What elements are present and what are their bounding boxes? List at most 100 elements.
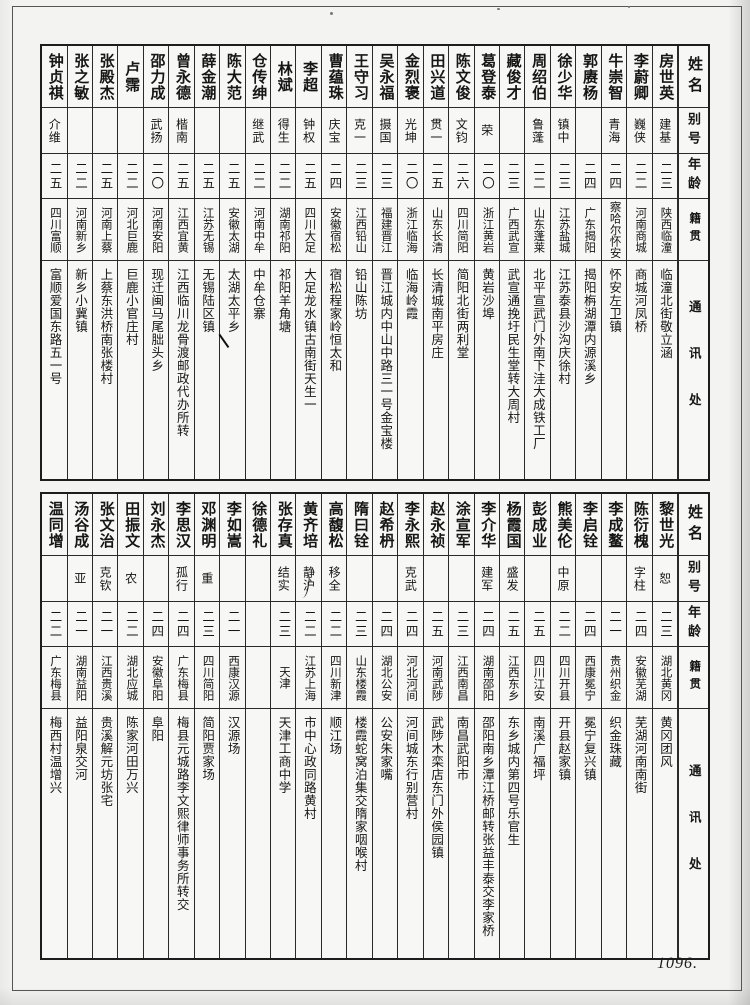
entry-origin-cell: 湖北黄冈 bbox=[652, 647, 677, 709]
entry-origin-cell: 西康冕宁 bbox=[576, 647, 601, 709]
entry-age: 二五 bbox=[301, 161, 316, 191]
entry-address: 晋江城内中山中路三一号金宝楼 bbox=[378, 268, 393, 450]
entry-column: 熊美伦 中原 二二 四川开县 开县赵家镇 bbox=[550, 494, 577, 958]
entry-address-cell: 临潼北街敬立涵 bbox=[653, 261, 677, 479]
entry-age: 二一 bbox=[225, 609, 240, 639]
entry-age-cell bbox=[245, 602, 270, 647]
entry-name-cell: 涂宣军 bbox=[449, 494, 474, 556]
entry-name: 陈文俊 bbox=[453, 52, 470, 101]
entry-alias: 建军 bbox=[479, 565, 494, 592]
entry-name: 田兴道 bbox=[428, 52, 445, 101]
entry-column: 张存真 结实 二三 天津 天津工商中学 bbox=[271, 494, 297, 958]
entry-address-cell: 北平宣武门外南下洼大成铁工厂 bbox=[525, 261, 549, 479]
entry-age: 二〇 bbox=[403, 161, 418, 191]
entry-address-cell: 梅县元城路李文熙律师事务所转交 bbox=[169, 709, 193, 958]
entry-address-cell: 现迁闽马尾朏头乡 bbox=[144, 261, 168, 479]
entry-address: 邵阳南乡潭江桥邮转张益丰泰交李家桥 bbox=[479, 716, 494, 937]
entry-name-cell: 熊美伦 bbox=[550, 494, 576, 556]
entry-name-cell: 吴永福 bbox=[372, 46, 398, 108]
entry-origin: 西康冕宁 bbox=[583, 654, 596, 701]
entry-alias: 巍侠 bbox=[632, 117, 647, 144]
entry-age-cell: 二三 bbox=[347, 602, 372, 647]
entry-address: 南溪广福坪 bbox=[530, 716, 545, 781]
entry-column: 张殿杰 二五 河南上蔡 上蔡东洪桥南张楼村 bbox=[92, 46, 119, 479]
header-column: 姓名 别号 年龄 籍贯 通讯处 bbox=[678, 494, 708, 958]
header-column: 姓名 别号 年龄 籍贯 通讯处 bbox=[678, 46, 708, 479]
scan-speck bbox=[628, 6, 630, 8]
entry-address: 简阳贾家场 bbox=[200, 716, 215, 781]
entry-name: 藏俊才 bbox=[504, 52, 521, 101]
entry-age-cell: 二一 bbox=[601, 602, 627, 647]
entry-name-cell: 高馥松 bbox=[321, 494, 347, 556]
entry-age-cell: 二四 bbox=[398, 602, 423, 647]
entry-alias: 移全 bbox=[327, 565, 342, 592]
entry-address: 太湖太平乡 bbox=[225, 268, 240, 333]
entry-origin-cell: 河南新乡 bbox=[67, 199, 92, 261]
entry-address-cell: 上蔡东洪桥南张楼村 bbox=[93, 261, 117, 479]
entry-origin: 河南商城 bbox=[634, 206, 647, 253]
entry-address: 武宣通挽圩民生堂转大周村 bbox=[505, 268, 520, 424]
entry-age-cell: 二四 bbox=[372, 602, 398, 647]
entry-origin-cell: 江西宜黄 bbox=[169, 199, 194, 261]
entry-name: 李成鳌 bbox=[606, 500, 623, 549]
entry-address: 长清城南平房庄 bbox=[429, 268, 444, 359]
entry-column: 李超 钟权 二五 四川大足 大足龙水镇古南街天生一 bbox=[296, 46, 322, 479]
entry-origin: 湖南祁阳 bbox=[277, 206, 290, 253]
entry-name-cell: 彭成业 bbox=[525, 494, 550, 556]
entry-age: 二五 bbox=[429, 609, 444, 639]
entry-column: 牛崇智 青海 二四 察哈尔怀安 怀安左卫镇 bbox=[601, 46, 628, 479]
entry-origin-cell: 四川大足 bbox=[296, 199, 321, 261]
entry-age: 二四 bbox=[581, 161, 596, 191]
entry-name-cell: 房世英 bbox=[652, 46, 677, 108]
entry-alias-cell: 楷南 bbox=[169, 108, 194, 154]
entry-name: 李超 bbox=[301, 60, 318, 93]
entry-alias: 贯一 bbox=[428, 117, 443, 144]
entry-age: 二五 bbox=[98, 161, 113, 191]
entry-origin-cell: 天津 bbox=[271, 647, 296, 709]
entry-alias-cell: 钟权 bbox=[296, 108, 321, 154]
entry-age-cell: 二三 bbox=[652, 154, 677, 199]
entry-name-cell: 徐德礼 bbox=[245, 494, 270, 556]
entry-origin: 天津 bbox=[277, 666, 290, 689]
entry-origin-cell: 河北河间 bbox=[398, 647, 423, 709]
entry-origin-cell: 广东揭阳 bbox=[576, 199, 601, 261]
entry-address: 楼霞蛇窝泊集交隋家咽喉村 bbox=[352, 716, 367, 872]
entry-address-cell: 公安朱家嘴 bbox=[373, 709, 397, 958]
entry-age-cell: 二三 bbox=[652, 602, 677, 647]
entry-alias-cell: 荣 bbox=[474, 108, 499, 154]
entry-origin: 河北河间 bbox=[405, 654, 418, 701]
entry-address-cell: 天津工商中学 bbox=[271, 709, 295, 958]
entry-column: 李永熙 克武 二四 河北河间 河间城东行别营村 bbox=[398, 494, 424, 958]
entry-column: 房世英 建基 二三 陕西临潼 临潼北街敬立涵 bbox=[652, 46, 678, 479]
entry-address-cell: 简阳北街两利堂 bbox=[449, 261, 473, 479]
entry-origin: 安徽芜湖 bbox=[634, 654, 647, 701]
entry-address-cell: 无锡陆区镇 bbox=[195, 261, 219, 479]
entry-alias-cell bbox=[118, 108, 143, 154]
entry-origin-cell: 广东梅县 bbox=[169, 647, 194, 709]
entry-alias-cell: 字柱 bbox=[627, 556, 652, 602]
entry-name: 黄齐培 bbox=[301, 500, 318, 549]
entry-name: 邵力成 bbox=[148, 52, 165, 101]
entry-alias-cell: 静沪 bbox=[296, 556, 321, 602]
entry-address-cell: 阜阳 bbox=[144, 709, 168, 958]
entry-age: 二三 bbox=[352, 609, 367, 639]
header-name: 姓名 bbox=[679, 46, 708, 108]
entry-age: 二一 bbox=[607, 609, 622, 639]
entry-origin: 江苏盐城 bbox=[557, 206, 570, 253]
entry-alias-cell: 恕 bbox=[652, 556, 677, 602]
entry-address-cell: 晋江城内中山中路三一号金宝楼 bbox=[373, 261, 397, 479]
entry-alias-cell bbox=[601, 556, 627, 602]
entry-column: 涂宣军 二三 江西南昌 南昌武阳市 bbox=[449, 494, 475, 958]
entry-age-cell: 二五 bbox=[499, 602, 525, 647]
entry-alias-cell: 结实 bbox=[271, 556, 296, 602]
directory-table-top: 姓名 别号 年龄 籍贯 通讯处 房世英 建基 二三 陕西临潼 临潼北街敬立涵 李蔚卿 巍侠二… bbox=[40, 44, 710, 481]
entry-origin-cell: 山东长清 bbox=[423, 199, 449, 261]
entry-column: 金烈褒 光坤 二〇 浙江临海 临海岭霞 bbox=[398, 46, 424, 479]
entry-address-cell: 邵阳南乡潭江桥邮转张益丰泰交李家桥 bbox=[475, 709, 499, 958]
entry-origin: 四川大足 bbox=[303, 206, 316, 253]
entry-alias-cell bbox=[194, 108, 220, 154]
entry-name: 黎世光 bbox=[657, 500, 674, 549]
entry-alias-cell: 光坤 bbox=[398, 108, 423, 154]
entry-origin-cell: 四川简阳 bbox=[194, 647, 220, 709]
entry-column: 陈衍槐 字柱 二四 安徽芜湖 芜湖河南南街 bbox=[627, 494, 653, 958]
